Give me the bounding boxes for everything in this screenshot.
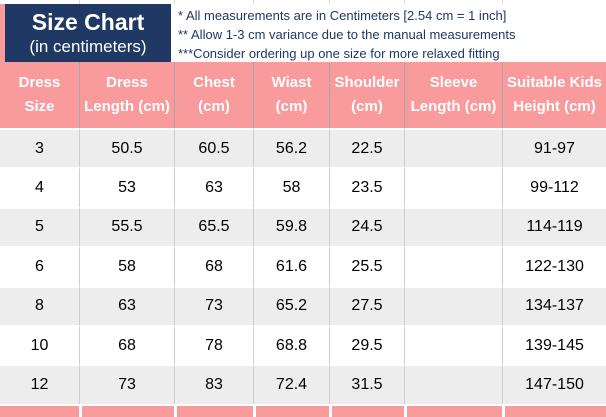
note-line-1: * All measurements are in Centimeters [2…	[178, 7, 507, 23]
table-cell: 91-97	[502, 128, 606, 168]
grid-cell	[329, 403, 404, 417]
page-title: Size Chart	[31, 9, 145, 35]
table-cell: 8	[0, 285, 79, 325]
table-cell: 10	[0, 324, 79, 365]
table-cell: 63	[174, 167, 253, 207]
left-edge-strip	[0, 4, 5, 62]
header-cell-kids-height: Suitable Kids Height (cm)	[502, 62, 606, 128]
table-row-size-6: 6 58 68 61.6 25.5 122-130	[0, 246, 606, 286]
table-cell: 58	[79, 246, 174, 286]
table-row-size-10: 10 68 78 68.8 29.5 139-145	[0, 324, 606, 365]
table-cell: 78	[174, 324, 253, 365]
grid-cell	[253, 0, 329, 4]
grid-cell	[174, 0, 253, 4]
table-cell: 68	[79, 324, 174, 365]
table-cell: 61.6	[253, 246, 329, 286]
grid-cell	[502, 403, 606, 417]
table-cell: 3	[0, 128, 79, 168]
page-subtitle: (in centimeters)	[29, 37, 147, 57]
table-cell: 59.8	[253, 206, 329, 247]
table-cell: 29.5	[329, 324, 404, 365]
table-cell: 72.4	[253, 364, 329, 404]
table-cell: 134-137	[502, 285, 606, 325]
table-cell: 50.5	[79, 128, 174, 168]
grid-cell	[0, 403, 79, 417]
header-cell-dress-length: Dress Length (cm)	[79, 62, 174, 128]
note-line-3: ***Consider ordering up one size for mor…	[178, 45, 500, 61]
table-cell: 63	[79, 285, 174, 325]
table-header-row: Dress Size Dress Length (cm) Chest (cm) …	[0, 62, 606, 128]
header-cell-shoulder: Shoulder (cm)	[329, 62, 404, 128]
table-cell: 27.5	[329, 285, 404, 325]
table-cell: 65.2	[253, 285, 329, 325]
table-cell: 4	[0, 167, 79, 207]
top-grid-strip	[0, 0, 606, 4]
table-cell: 147-150	[502, 364, 606, 404]
table-cell: 5	[0, 206, 79, 247]
table-cell: 58	[253, 167, 329, 207]
table-cell: 23.5	[329, 167, 404, 207]
table-cell	[404, 128, 502, 168]
header-cell-sleeve-length: Sleeve Length (cm)	[404, 62, 502, 128]
table-cell	[404, 285, 502, 325]
grid-cell	[502, 0, 606, 4]
grid-cell	[329, 0, 404, 4]
table-cell	[404, 246, 502, 286]
table-cell: 122-130	[502, 246, 606, 286]
table-cell: 65.5	[174, 206, 253, 247]
note-line-2: ** Allow 1-3 cm variance due to the manu…	[178, 26, 516, 42]
table-row-size-3: 3 50.5 60.5 56.2 22.5 91-97	[0, 128, 606, 168]
header-cell-waist: Wiast (cm)	[253, 62, 329, 128]
notes-block: * All measurements are in Centimeters [2…	[171, 4, 606, 62]
table-cell: 31.5	[329, 364, 404, 404]
table-cell: 68.8	[253, 324, 329, 365]
bottom-partial-row	[0, 403, 606, 417]
table-cell: 68	[174, 246, 253, 286]
table-cell: 83	[174, 364, 253, 404]
table-cell: 25.5	[329, 246, 404, 286]
grid-cell	[404, 0, 502, 4]
table-row-size-4: 4 53 63 58 23.5 99-112	[0, 167, 606, 207]
table-cell: 6	[0, 246, 79, 286]
table-cell: 99-112	[502, 167, 606, 207]
table-cell	[404, 324, 502, 365]
table-cell: 22.5	[329, 128, 404, 168]
table-row-size-8: 8 63 73 65.2 27.5 134-137	[0, 285, 606, 325]
table-cell	[404, 364, 502, 404]
table-cell: 24.5	[329, 206, 404, 247]
grid-cell	[253, 403, 329, 417]
table-cell: 73	[174, 285, 253, 325]
table-cell	[404, 167, 502, 207]
table-cell: 60.5	[174, 128, 253, 168]
table-cell: 56.2	[253, 128, 329, 168]
grid-cell	[79, 403, 174, 417]
table-cell: 114-119	[502, 206, 606, 247]
table-cell: 55.5	[79, 206, 174, 247]
grid-cell	[174, 403, 253, 417]
header-cell-chest: Chest (cm)	[174, 62, 253, 128]
table-cell: 139-145	[502, 324, 606, 365]
table-cell: 12	[0, 364, 79, 404]
grid-cell	[0, 0, 79, 4]
grid-cell	[404, 403, 502, 417]
table-cell	[404, 206, 502, 247]
title-band: Size Chart (in centimeters) * All measur…	[0, 4, 606, 62]
table-row-size-5: 5 55.5 65.5 59.8 24.5 114-119	[0, 206, 606, 247]
table-cell: 73	[79, 364, 174, 404]
table-row-size-12: 12 73 83 72.4 31.5 147-150	[0, 364, 606, 404]
title-box: Size Chart (in centimeters)	[5, 4, 171, 62]
header-cell-dress-size: Dress Size	[0, 62, 79, 128]
grid-cell	[79, 0, 174, 4]
table-cell: 53	[79, 167, 174, 207]
